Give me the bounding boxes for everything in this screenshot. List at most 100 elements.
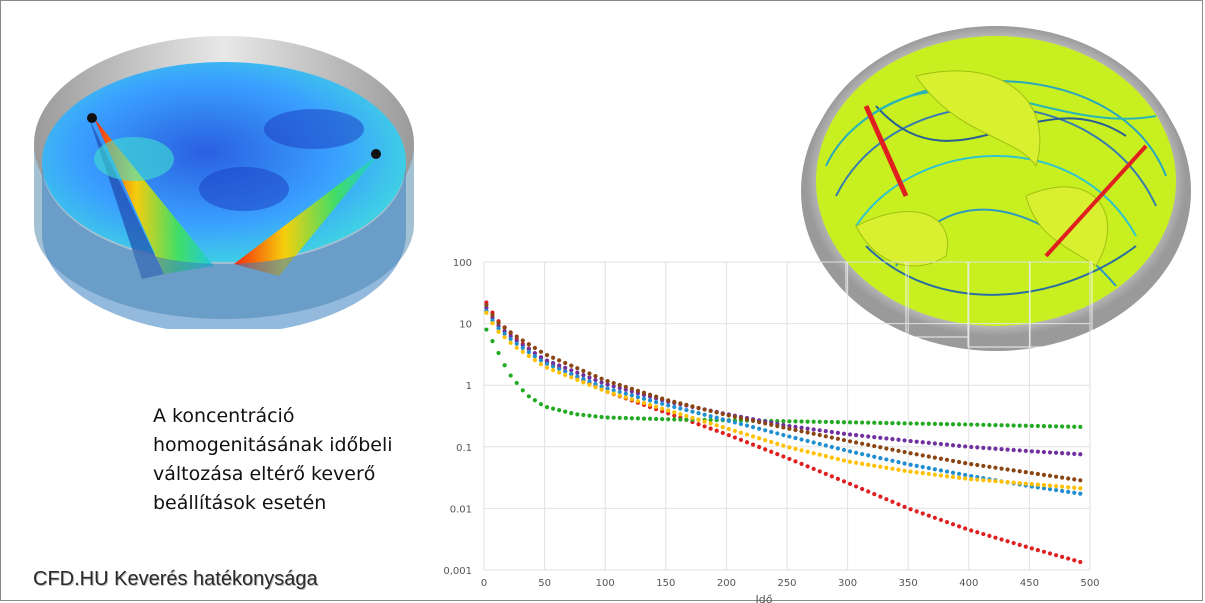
data-point bbox=[575, 366, 580, 371]
data-point bbox=[550, 367, 556, 373]
data-point bbox=[975, 462, 980, 468]
data-point bbox=[775, 452, 780, 457]
data-point bbox=[490, 339, 495, 344]
data-point bbox=[769, 439, 774, 445]
data-point bbox=[647, 398, 653, 403]
data-point bbox=[1005, 467, 1010, 472]
data-point bbox=[569, 368, 574, 373]
data-point bbox=[1005, 480, 1010, 485]
data-point bbox=[502, 363, 507, 368]
data-point bbox=[835, 476, 841, 481]
data-point bbox=[587, 379, 592, 384]
data-point bbox=[1005, 539, 1010, 544]
data-point bbox=[896, 460, 901, 465]
data-point bbox=[666, 403, 671, 408]
data-point bbox=[532, 345, 538, 351]
data-point bbox=[805, 430, 810, 435]
data-point bbox=[969, 473, 974, 479]
data-point bbox=[908, 507, 913, 512]
data-point bbox=[950, 422, 956, 427]
data-point bbox=[866, 420, 871, 425]
data-point bbox=[1066, 451, 1071, 456]
data-point bbox=[660, 406, 665, 411]
data-point bbox=[1078, 478, 1083, 483]
data-point bbox=[744, 423, 750, 428]
data-point bbox=[508, 373, 513, 378]
data-point bbox=[490, 321, 495, 326]
data-point bbox=[805, 449, 810, 454]
data-point bbox=[520, 345, 525, 351]
data-point bbox=[1029, 546, 1034, 551]
data-point bbox=[787, 456, 792, 462]
data-point bbox=[538, 362, 544, 367]
data-point bbox=[684, 413, 689, 419]
data-point bbox=[672, 413, 677, 418]
data-point bbox=[1023, 544, 1028, 549]
data-point bbox=[702, 419, 707, 424]
data-point bbox=[1060, 554, 1065, 559]
data-point bbox=[575, 412, 580, 417]
data-point bbox=[557, 370, 562, 375]
data-point bbox=[532, 398, 538, 403]
data-point bbox=[508, 340, 513, 345]
data-point bbox=[563, 365, 568, 370]
data-point bbox=[902, 468, 907, 473]
y-tick-label: 100 bbox=[453, 258, 472, 269]
data-point bbox=[817, 432, 822, 438]
data-point bbox=[920, 421, 925, 426]
data-point bbox=[581, 373, 586, 378]
data-point bbox=[860, 441, 865, 446]
data-point bbox=[744, 440, 750, 445]
data-point bbox=[714, 415, 719, 420]
data-point bbox=[787, 434, 792, 439]
data-point bbox=[841, 420, 847, 425]
data-point bbox=[811, 431, 816, 436]
data-point bbox=[817, 469, 822, 474]
x-tick-label: 0 bbox=[481, 578, 487, 589]
data-point bbox=[763, 421, 768, 426]
data-point bbox=[1017, 481, 1022, 486]
data-point bbox=[629, 386, 634, 391]
data-point bbox=[1053, 424, 1059, 429]
data-point bbox=[938, 468, 944, 473]
data-point bbox=[920, 453, 925, 458]
data-point bbox=[726, 418, 731, 423]
data-point bbox=[599, 387, 604, 392]
data-point bbox=[599, 376, 604, 381]
data-point bbox=[1041, 449, 1047, 455]
data-point bbox=[993, 479, 998, 484]
data-point bbox=[878, 456, 883, 461]
data-point bbox=[926, 466, 931, 471]
data-point bbox=[902, 504, 907, 509]
data-point bbox=[1011, 480, 1016, 485]
data-point bbox=[993, 535, 998, 540]
data-point bbox=[932, 441, 937, 446]
data-point bbox=[993, 465, 998, 470]
data-point bbox=[569, 411, 574, 416]
data-point bbox=[660, 417, 665, 422]
data-point bbox=[1047, 551, 1053, 556]
data-point bbox=[987, 422, 992, 428]
x-tick-label: 100 bbox=[596, 578, 615, 589]
data-point bbox=[514, 345, 519, 350]
data-point bbox=[841, 431, 847, 436]
data-point bbox=[926, 421, 931, 426]
data-point bbox=[623, 391, 628, 396]
data-point bbox=[550, 364, 556, 369]
data-point bbox=[1029, 449, 1034, 454]
data-point bbox=[1041, 486, 1047, 491]
data-point bbox=[1078, 486, 1083, 491]
data-point bbox=[799, 461, 804, 466]
data-point bbox=[744, 417, 750, 422]
data-point bbox=[1017, 448, 1022, 453]
data-point bbox=[496, 350, 501, 356]
data-point bbox=[841, 447, 847, 453]
data-point bbox=[950, 470, 956, 475]
data-point bbox=[920, 511, 925, 516]
data-point bbox=[1053, 553, 1059, 558]
data-point bbox=[647, 402, 653, 407]
data-point bbox=[569, 363, 574, 368]
data-point bbox=[617, 382, 622, 388]
data-point bbox=[550, 355, 556, 360]
data-point bbox=[841, 458, 847, 463]
